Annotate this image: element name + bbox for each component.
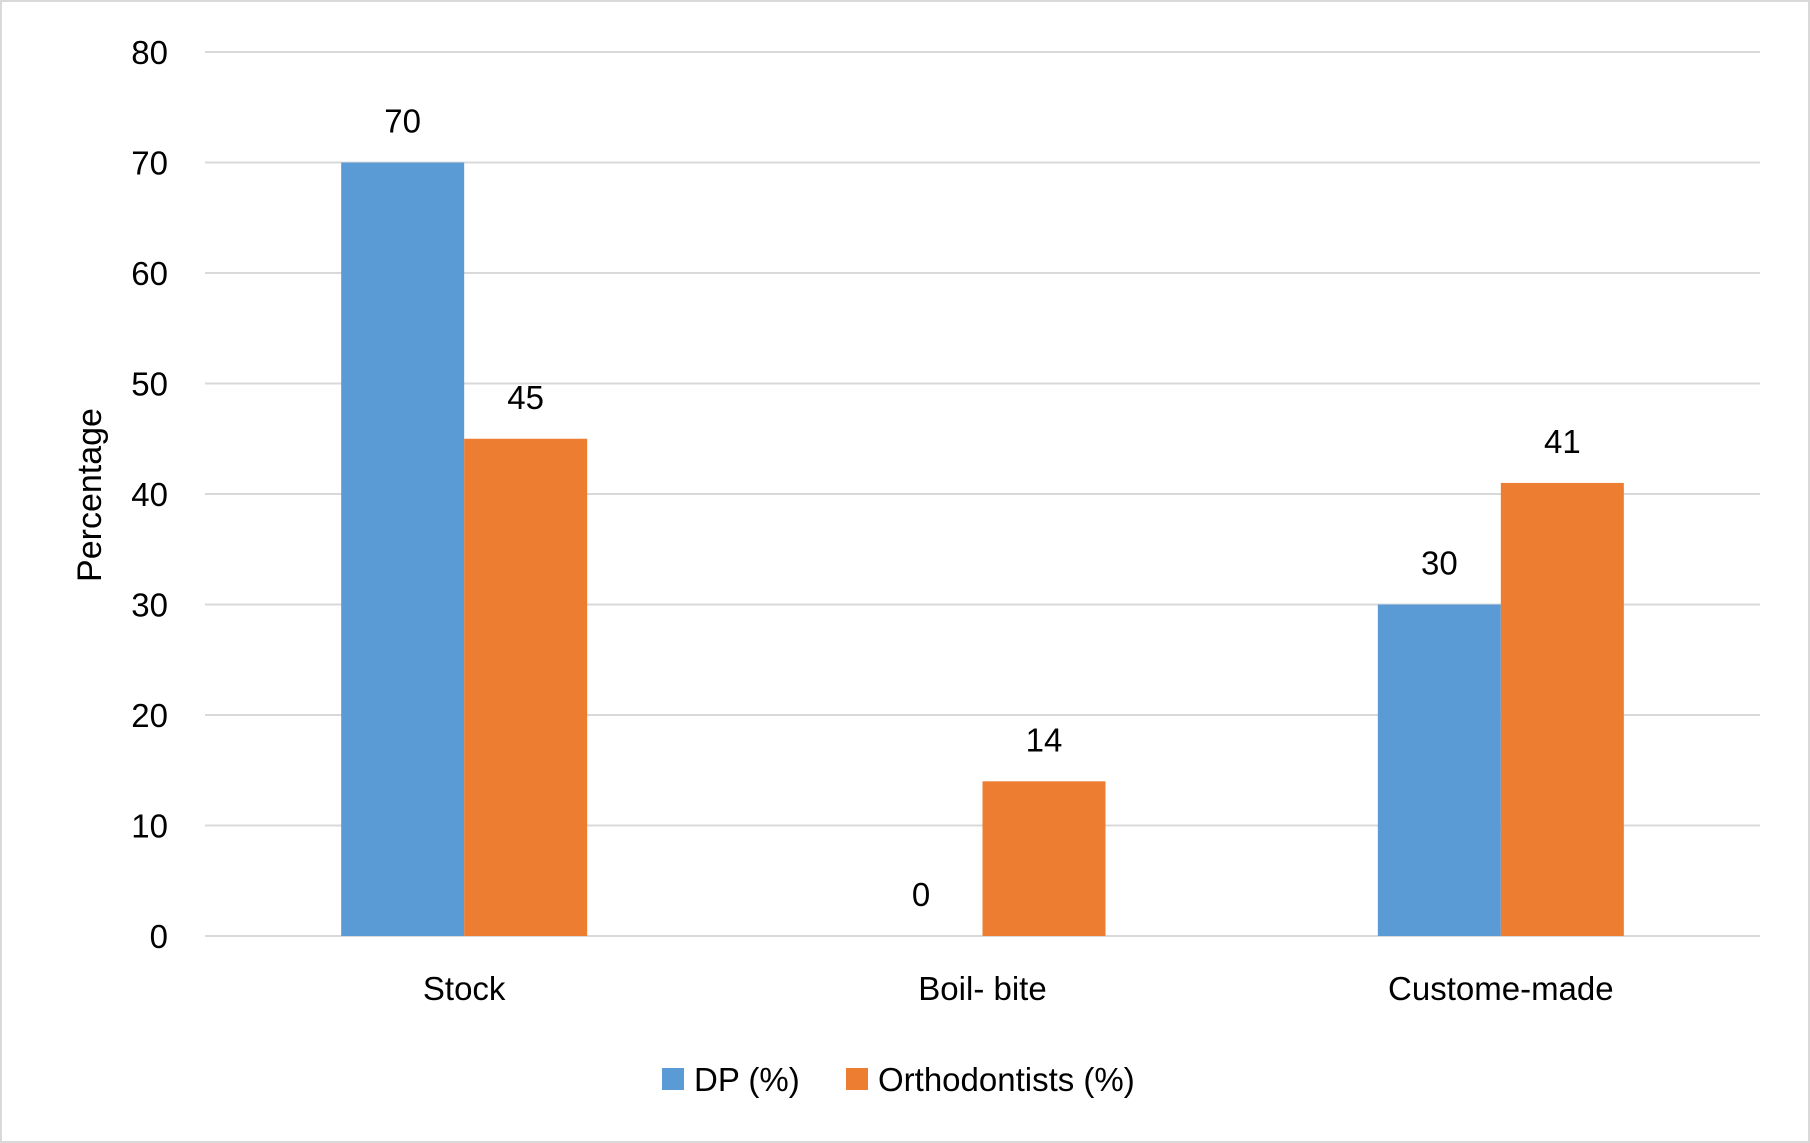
data-labels: 70 45 0 14 30 41 (384, 103, 1580, 914)
data-label: 0 (912, 876, 930, 913)
bar-dp (341, 162, 465, 936)
y-tick-label: 80 (131, 34, 168, 71)
legend-swatch (662, 1068, 684, 1090)
bar-orthodontists (1500, 482, 1624, 936)
y-tick-label: 50 (131, 366, 168, 403)
y-tick-label: 60 (131, 255, 168, 292)
legend: DP (%) Orthodontists (%) (662, 1061, 1135, 1098)
data-label: 14 (1026, 721, 1063, 758)
data-label: 30 (1421, 545, 1458, 582)
bars (341, 162, 1624, 936)
y-tick-label: 30 (131, 587, 168, 624)
legend-label: Orthodontists (%) (878, 1061, 1135, 1098)
y-tick-label: 0 (150, 918, 168, 955)
bar-orthodontists (464, 438, 588, 936)
y-axis-title: Percentage (71, 408, 109, 582)
data-label: 70 (384, 103, 421, 140)
legend-label: DP (%) (694, 1061, 800, 1098)
x-axis-categories: Stock Boil- bite Custome-made (423, 970, 1614, 1007)
data-label: 45 (507, 379, 544, 416)
y-tick-label: 10 (131, 808, 168, 845)
bar-orthodontists (982, 781, 1106, 936)
legend-swatch (846, 1068, 868, 1090)
x-category-label: Custome-made (1388, 970, 1614, 1007)
y-tick-label: 20 (131, 697, 168, 734)
x-category-label: Boil- bite (918, 970, 1046, 1007)
y-tick-label: 40 (131, 476, 168, 513)
x-category-label: Stock (423, 970, 506, 1007)
data-label: 41 (1544, 423, 1581, 460)
y-tick-label: 70 (131, 145, 168, 182)
y-axis-ticks: 0 10 20 30 40 50 60 70 80 (131, 34, 168, 955)
bar-dp (1377, 604, 1501, 936)
